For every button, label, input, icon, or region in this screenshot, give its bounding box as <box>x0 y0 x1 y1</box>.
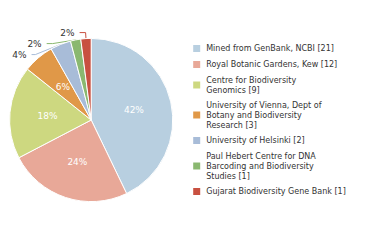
svg-text:University of Vienna, Dept of: University of Vienna, Dept of <box>206 101 321 110</box>
svg-text:Royal Botanic Gardens, Kew [12: Royal Botanic Gardens, Kew [12] <box>206 60 337 69</box>
svg-text:Botany and Biodiversity: Botany and Biodiversity <box>206 111 302 120</box>
svg-text:University of Helsinki [2]: University of Helsinki [2] <box>206 136 305 145</box>
svg-text:Research [3]: Research [3] <box>206 121 257 130</box>
svg-text:Paul Hebert Centre for DNA: Paul Hebert Centre for DNA <box>206 152 316 161</box>
svg-text:2%: 2% <box>27 39 42 49</box>
svg-text:Gujarat Biodiversity Gene Bank: Gujarat Biodiversity Gene Bank [1] <box>206 187 346 196</box>
svg-text:Barcoding and Biodiversity: Barcoding and Biodiversity <box>206 162 314 171</box>
svg-text:Centre for Biodiversity: Centre for Biodiversity <box>206 76 296 85</box>
svg-text:42%: 42% <box>124 105 144 115</box>
svg-text:24%: 24% <box>67 157 87 167</box>
svg-text:6%: 6% <box>56 82 71 92</box>
svg-text:Genomics [9]: Genomics [9] <box>206 86 260 95</box>
svg-text:2%: 2% <box>60 28 75 38</box>
svg-text:Mined from GenBank, NCBI [21]: Mined from GenBank, NCBI [21] <box>206 44 334 53</box>
svg-text:18%: 18% <box>38 111 58 121</box>
svg-text:4%: 4% <box>12 50 27 60</box>
svg-text:Studies [1]: Studies [1] <box>206 172 250 181</box>
